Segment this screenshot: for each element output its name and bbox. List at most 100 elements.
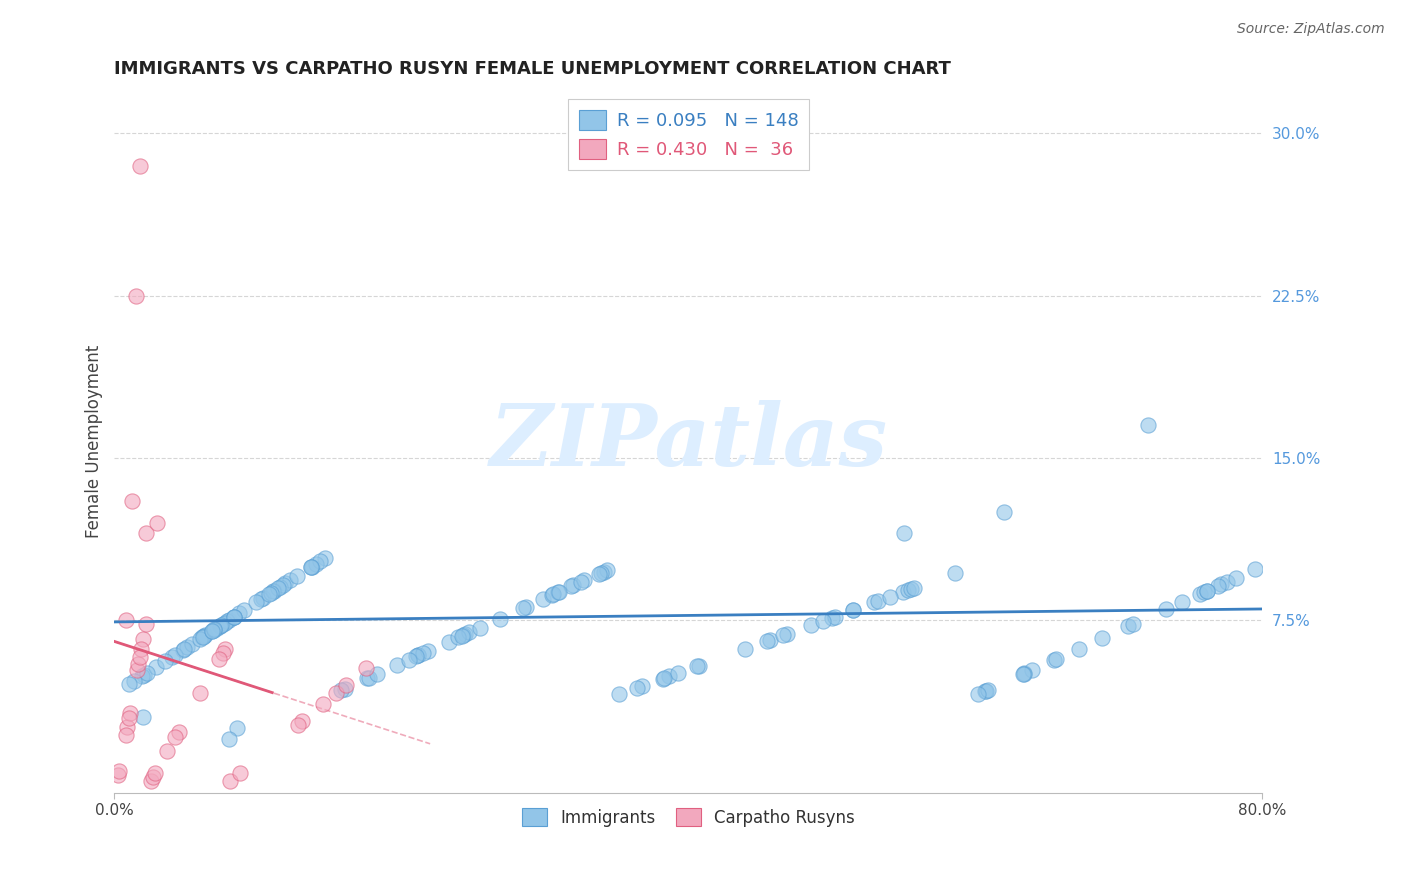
Point: [900, 582, 922, 596]
Point: [1011, 667, 1033, 681]
Point: [114, 728, 136, 742]
Point: [451, 629, 474, 643]
Point: [173, 641, 195, 656]
Y-axis label: Female Unemployment: Female Unemployment: [86, 345, 103, 538]
Point: [366, 667, 388, 681]
Point: [512, 600, 534, 615]
Point: [260, 585, 283, 599]
Point: [118, 706, 141, 721]
Point: [548, 584, 571, 599]
Point: [1244, 562, 1267, 576]
Point: [1156, 602, 1178, 616]
Point: [1225, 570, 1247, 584]
Point: [208, 619, 231, 633]
Point: [121, 494, 143, 508]
Point: [108, 764, 131, 778]
Point: [454, 627, 477, 641]
Point: [217, 614, 239, 628]
Point: [218, 613, 240, 627]
Point: [228, 607, 250, 621]
Point: [776, 626, 799, 640]
Point: [408, 648, 430, 663]
Point: [418, 644, 440, 658]
Point: [893, 526, 915, 541]
Point: [131, 669, 153, 683]
Point: [271, 578, 294, 592]
Point: [208, 652, 231, 666]
Point: [115, 613, 138, 627]
Point: [335, 678, 357, 692]
Point: [759, 632, 782, 647]
Point: [193, 629, 215, 643]
Point: [263, 583, 285, 598]
Point: [756, 634, 779, 648]
Point: [156, 744, 179, 758]
Point: [1197, 583, 1219, 598]
Point: [266, 582, 288, 596]
Point: [1171, 595, 1194, 609]
Point: [531, 592, 554, 607]
Point: [325, 686, 347, 700]
Point: [652, 671, 675, 685]
Point: [308, 554, 330, 568]
Point: [222, 609, 245, 624]
Point: [1211, 577, 1233, 591]
Point: [458, 625, 481, 640]
Point: [314, 550, 336, 565]
Point: [145, 765, 167, 780]
Point: [651, 672, 673, 686]
Point: [595, 563, 617, 577]
Legend: Immigrants, Carpatho Rusyns: Immigrants, Carpatho Rusyns: [516, 802, 862, 833]
Point: [1192, 585, 1215, 599]
Point: [257, 587, 280, 601]
Point: [129, 642, 152, 657]
Point: [201, 624, 224, 638]
Point: [1012, 666, 1035, 681]
Point: [193, 630, 215, 644]
Point: [515, 599, 537, 614]
Point: [1188, 587, 1211, 601]
Point: [1136, 418, 1159, 433]
Point: [588, 566, 610, 581]
Point: [285, 569, 308, 583]
Point: [172, 642, 194, 657]
Point: [437, 634, 460, 648]
Point: [1012, 666, 1035, 681]
Point: [686, 659, 709, 673]
Point: [128, 650, 150, 665]
Point: [333, 681, 356, 696]
Point: [262, 584, 284, 599]
Point: [547, 585, 569, 599]
Point: [160, 649, 183, 664]
Point: [879, 590, 901, 604]
Point: [560, 579, 582, 593]
Point: [132, 710, 155, 724]
Point: [127, 663, 149, 677]
Point: [301, 559, 323, 574]
Point: [250, 592, 273, 607]
Point: [107, 768, 129, 782]
Point: [167, 724, 190, 739]
Point: [188, 632, 211, 646]
Point: [863, 595, 886, 609]
Point: [274, 576, 297, 591]
Text: ZIPatlas: ZIPatlas: [489, 400, 887, 483]
Point: [211, 616, 233, 631]
Point: [125, 288, 148, 302]
Point: [299, 559, 322, 574]
Point: [1043, 653, 1066, 667]
Point: [312, 697, 335, 711]
Point: [993, 505, 1015, 519]
Point: [405, 649, 427, 664]
Point: [142, 770, 165, 784]
Point: [132, 632, 155, 647]
Point: [866, 594, 889, 608]
Point: [252, 591, 274, 605]
Point: [1197, 583, 1219, 598]
Point: [1118, 619, 1140, 633]
Point: [214, 615, 236, 630]
Point: [357, 671, 380, 685]
Point: [218, 731, 240, 746]
Point: [209, 618, 232, 632]
Point: [1206, 579, 1229, 593]
